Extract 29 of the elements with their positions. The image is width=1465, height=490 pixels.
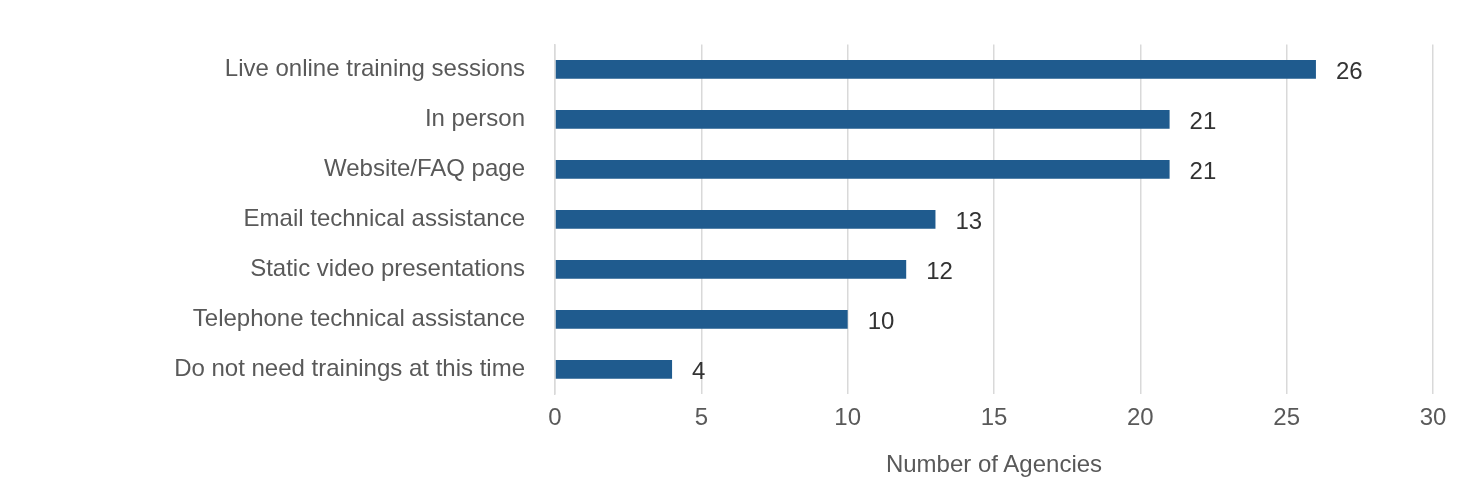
x-tick-label: 15 — [980, 403, 1008, 431]
x-tick-label: 5 — [694, 403, 709, 431]
x-axis-title: Number of Agencies — [885, 450, 1103, 478]
x-tick-label: 25 — [1273, 403, 1301, 431]
bar — [555, 110, 1170, 129]
x-tick-label: 10 — [834, 403, 862, 431]
y-tick-label: Email technical assistance — [243, 204, 525, 232]
y-tick-label: Live online training sessions — [224, 54, 525, 82]
data-label: 13 — [955, 207, 983, 235]
data-label: 21 — [1189, 107, 1217, 135]
bar — [555, 260, 907, 279]
bar — [555, 210, 936, 229]
data-label: 10 — [867, 307, 895, 335]
bar — [555, 310, 848, 329]
y-tick-label: Website/FAQ page — [324, 154, 525, 182]
x-tick-label: 20 — [1126, 403, 1154, 431]
x-tick-label: 30 — [1419, 403, 1447, 431]
y-tick-label: In person — [424, 104, 525, 132]
data-label: 4 — [692, 357, 706, 385]
bar — [555, 160, 1170, 179]
data-label: 12 — [926, 257, 953, 285]
bar — [555, 360, 673, 379]
y-tick-label: Telephone technical assistance — [192, 304, 525, 332]
data-label: 21 — [1189, 157, 1217, 185]
data-label: 26 — [1335, 57, 1363, 85]
bar — [555, 60, 1316, 79]
y-tick-label: Do not need trainings at this time — [174, 354, 525, 382]
y-tick-label: Static video presentations — [250, 254, 525, 282]
x-tick-label: 0 — [548, 403, 562, 431]
